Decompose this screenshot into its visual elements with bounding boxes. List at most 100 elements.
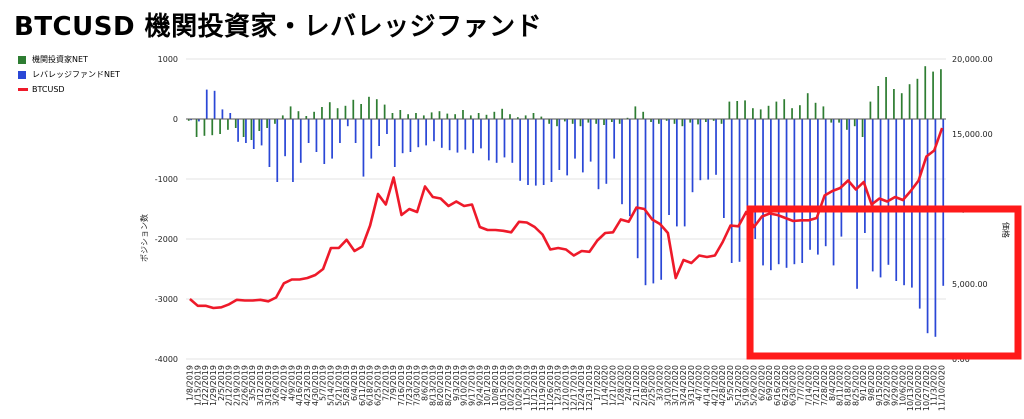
bar-leveraged-1 xyxy=(198,119,200,122)
bar-institutional-50 xyxy=(579,119,582,127)
bar-institutional-55 xyxy=(618,119,621,124)
bar-institutional-46 xyxy=(548,119,551,124)
bar-institutional-78 xyxy=(799,105,801,119)
x-tick-27: 7/16/2019 xyxy=(397,365,406,406)
y2-axis-title: 価格 xyxy=(1001,222,1011,238)
x-tick-20: 5/28/2019 xyxy=(342,365,351,406)
bar-institutional-29 xyxy=(415,113,417,119)
right-tick-3: 5,000.00 xyxy=(952,280,988,289)
x-tick-8: 3/5/2019 xyxy=(248,365,257,401)
x-tick-47: 12/3/2019 xyxy=(554,365,563,406)
bar-leveraged-13 xyxy=(292,119,294,182)
bar-institutional-12 xyxy=(281,115,284,119)
left-tick-3: -2000 xyxy=(155,235,178,244)
bar-leveraged-22 xyxy=(362,119,365,177)
x-tick-19: 5/21/2019 xyxy=(334,365,343,406)
y-axis-title: ポジション数 xyxy=(139,214,149,262)
bar-leveraged-61 xyxy=(668,119,670,215)
x-tick-82: 8/4/2020 xyxy=(828,365,837,401)
bar-leveraged-94 xyxy=(926,119,929,334)
right-tick-0: 20,000.00 xyxy=(952,55,993,64)
bar-institutional-47 xyxy=(556,119,558,127)
x-tick-25: 7/2/2019 xyxy=(381,365,390,401)
bar-institutional-53 xyxy=(603,119,605,125)
bar-leveraged-2 xyxy=(205,89,208,119)
bar-leveraged-37 xyxy=(480,119,482,149)
legend-swatch-leveraged xyxy=(18,70,26,79)
x-tick-77: 6/30/2020 xyxy=(789,365,798,406)
bar-leveraged-49 xyxy=(574,119,576,159)
bar-institutional-83 xyxy=(838,119,840,123)
bar-leveraged-73 xyxy=(762,119,764,266)
bar-leveraged-70 xyxy=(738,119,741,262)
x-tick-16: 4/30/2019 xyxy=(311,365,320,406)
x-tick-7: 2/26/2019 xyxy=(240,365,249,406)
bar-institutional-25 xyxy=(383,104,386,119)
highlight-box xyxy=(746,205,1022,360)
x-tick-38: 10/1/2019 xyxy=(483,365,492,406)
bar-leveraged-8 xyxy=(252,119,255,149)
bar-leveraged-39 xyxy=(495,119,498,163)
bar-leveraged-79 xyxy=(809,119,811,250)
bar-institutional-70 xyxy=(736,101,739,119)
bar-institutional-41 xyxy=(509,114,511,119)
chart-title: BTCUSD 機関投資家・レバレッジファンド xyxy=(14,12,543,42)
bar-leveraged-5 xyxy=(229,113,232,119)
line-btcusd xyxy=(189,127,944,310)
bar-institutional-52 xyxy=(595,119,598,124)
bar-leveraged-6 xyxy=(237,119,239,142)
x-tick-67: 4/21/2020 xyxy=(710,365,719,406)
x-tick-49: 12/17/2019 xyxy=(569,365,578,411)
x-tick-48: 12/10/2019 xyxy=(562,365,571,411)
x-tick-10: 3/19/2019 xyxy=(264,365,273,406)
bar-leveraged-32 xyxy=(440,119,443,148)
bar-institutional-90 xyxy=(893,89,895,119)
x-tick-14: 4/16/2019 xyxy=(295,365,304,406)
x-tick-1: 1/15/2019 xyxy=(193,365,202,406)
bar-leveraged-75 xyxy=(777,119,780,265)
x-tick-53: 1/14/2020 xyxy=(601,365,610,406)
bar-leveraged-54 xyxy=(613,119,616,159)
bar-leveraged-72 xyxy=(754,119,757,239)
legend-swatch-institutional xyxy=(18,55,26,64)
bars-leveraged xyxy=(190,89,945,337)
bar-leveraged-17 xyxy=(323,119,326,164)
x-tick-79: 7/14/2020 xyxy=(804,365,813,406)
bars-institutional xyxy=(187,66,942,140)
bar-leveraged-78 xyxy=(801,119,804,263)
bar-leveraged-20 xyxy=(346,119,349,127)
x-tick-70: 5/12/2020 xyxy=(734,365,743,406)
legend-label-leveraged: レバレッジファンドNET xyxy=(32,70,120,79)
bar-leveraged-18 xyxy=(331,119,333,159)
bar-leveraged-30 xyxy=(425,119,427,146)
left-tick-1: 0 xyxy=(173,115,178,124)
bar-institutional-66 xyxy=(705,119,707,122)
bar-institutional-23 xyxy=(368,96,370,119)
x-tick-78: 7/7/2020 xyxy=(797,365,806,401)
bar-leveraged-80 xyxy=(817,119,819,255)
x-tick-39: 10/8/2019 xyxy=(491,365,500,406)
bar-institutional-3 xyxy=(211,119,214,136)
legend-label-btcusd: BTCUSD xyxy=(32,85,65,94)
x-tick-3: 1/29/2019 xyxy=(209,365,218,406)
x-tick-4: 2/5/2019 xyxy=(217,365,226,401)
bar-leveraged-31 xyxy=(433,119,435,142)
bar-institutional-57 xyxy=(634,106,637,119)
x-tick-88: 9/15/2020 xyxy=(875,365,884,406)
x-tick-2: 1/22/2019 xyxy=(201,365,210,406)
x-tick-52: 1/7/2020 xyxy=(593,365,602,401)
x-tick-94: 10/27/2020 xyxy=(922,365,931,411)
x-tick-57: 2/11/2020 xyxy=(632,365,641,406)
bar-institutional-21 xyxy=(352,99,355,119)
bar-leveraged-57 xyxy=(636,119,639,259)
bar-institutional-65 xyxy=(697,119,699,125)
bar-leveraged-87 xyxy=(871,119,874,272)
bar-leveraged-66 xyxy=(707,119,710,180)
bar-leveraged-28 xyxy=(409,119,412,152)
bar-leveraged-42 xyxy=(519,119,522,181)
bar-institutional-15 xyxy=(305,116,308,119)
bar-institutional-38 xyxy=(485,114,488,119)
bar-leveraged-76 xyxy=(785,119,788,268)
bar-leveraged-52 xyxy=(597,119,600,190)
